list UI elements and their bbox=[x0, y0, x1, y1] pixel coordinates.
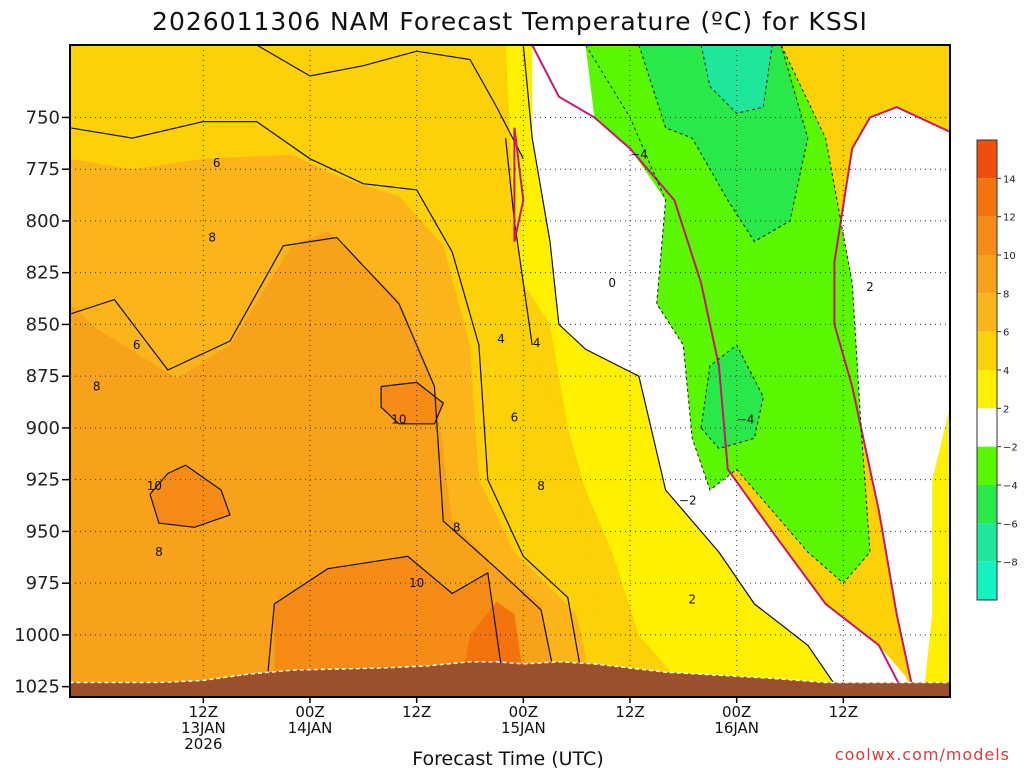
colorbar-tick-label-9: −4 bbox=[1003, 481, 1018, 492]
contour-label-7: 8 bbox=[155, 545, 163, 559]
isotherm-line-1 bbox=[70, 120, 587, 697]
temperature-band-15 bbox=[701, 345, 764, 449]
contour-label-12: 6 bbox=[511, 411, 519, 425]
isotherm-line-15 bbox=[700, 45, 773, 114]
colorbar-tick-label-10: −6 bbox=[1003, 519, 1018, 530]
terrain-ground bbox=[70, 661, 950, 697]
colorbar-tick-label-1: 14 bbox=[1003, 174, 1016, 185]
contour-label-3: 6 bbox=[133, 338, 141, 352]
y-tick-label-925: 925 bbox=[26, 470, 60, 491]
contour-label-8: 8 bbox=[453, 520, 461, 534]
x-tick-label-7-1: 12Z bbox=[829, 703, 858, 721]
chart-title: 2026011306 NAM Forecast Temperature (ºC)… bbox=[152, 7, 868, 36]
contour-label-15: −4 bbox=[630, 148, 648, 162]
y-tick-label-975: 975 bbox=[26, 573, 60, 594]
isotherm-line-14 bbox=[700, 344, 764, 450]
y-tick-label-1025: 1025 bbox=[14, 677, 60, 698]
isotherm-line-6 bbox=[522, 45, 844, 697]
colorbar-bin-6 bbox=[977, 331, 997, 370]
contour-label-19: 2 bbox=[866, 280, 874, 294]
contour-label-16: −4 bbox=[737, 413, 755, 427]
isotherm-line-5 bbox=[380, 381, 445, 425]
x-tick-label-2-2: 14JAN bbox=[288, 719, 333, 737]
y-tick-label-800: 800 bbox=[26, 211, 60, 232]
contour-label-18: 2 bbox=[688, 593, 696, 607]
x-tick-label-1-3: 2026 bbox=[184, 735, 222, 753]
colorbar-bin-2 bbox=[977, 178, 997, 217]
colorbar-bin-10 bbox=[977, 485, 997, 524]
y-tick-label-850: 850 bbox=[26, 314, 60, 335]
contour-label-4: 8 bbox=[93, 380, 101, 394]
colorbar: 14 12 10 8 6 4 2 −2 −4 −6 −8 bbox=[976, 139, 1018, 601]
isotherm-line-7 bbox=[505, 138, 533, 346]
isotherm-line-2 bbox=[70, 236, 560, 697]
colorbar-tick-label-4: 8 bbox=[1003, 289, 1009, 300]
x-tick-label-2-1: 00Z bbox=[295, 703, 324, 721]
y-tick-label-825: 825 bbox=[26, 263, 60, 284]
x-tick-label-1-1: 12Z bbox=[189, 703, 218, 721]
x-tick-label-6-2: 16JAN bbox=[714, 719, 759, 737]
contour-label-13: 8 bbox=[537, 479, 545, 493]
y-tick-label-750: 750 bbox=[26, 107, 60, 128]
credit-text: coolwx.com/models bbox=[835, 745, 1010, 764]
colorbar-bin-3 bbox=[977, 216, 997, 255]
contour-label-1: 6 bbox=[213, 156, 221, 170]
x-axis-label: Forecast Time (UTC) bbox=[412, 748, 603, 768]
colorbar-tick-label-3: 10 bbox=[1003, 251, 1016, 262]
colorbar-bin-12 bbox=[977, 561, 997, 600]
temperature-band-16 bbox=[701, 45, 773, 114]
temperature-band-12 bbox=[834, 107, 950, 697]
x-tick-label-4-2: 15JAN bbox=[501, 719, 546, 737]
colorbar-tick-label-2: 12 bbox=[1003, 213, 1016, 224]
isotherm-line-3 bbox=[265, 555, 507, 697]
temperature-bands bbox=[70, 45, 950, 697]
colorbar-bin-8 bbox=[977, 408, 997, 447]
temperature-band-9 bbox=[923, 407, 950, 697]
contour-label-11: 4 bbox=[533, 336, 541, 350]
colorbar-tick-label-5: 6 bbox=[1003, 328, 1009, 339]
x-tick-label-1-2: 13JAN bbox=[181, 719, 226, 737]
colorbar-bin-5 bbox=[977, 293, 997, 332]
colorbar-bin-9 bbox=[977, 446, 997, 485]
colorbar-bin-7 bbox=[977, 370, 997, 409]
colorbar-bin-1 bbox=[977, 140, 997, 179]
isotherm-line-13 bbox=[638, 45, 809, 243]
x-tick-label-4-1: 00Z bbox=[509, 703, 538, 721]
plot-frame bbox=[69, 44, 951, 698]
contour-labels: 6 8 6 8 10 10 8 8 10 4 4 6 8 0 −4 −4 −2 2 2 bbox=[93, 148, 874, 607]
contour-label-9: 10 bbox=[409, 576, 424, 590]
contour-label-2: 8 bbox=[208, 230, 216, 244]
colorbar-bin-11 bbox=[977, 523, 997, 562]
colorbar-tick-label-11: −8 bbox=[1003, 558, 1018, 569]
temperature-band-6 bbox=[381, 382, 444, 424]
x-tick-label-6-1: 00Z bbox=[722, 703, 751, 721]
contour-label-17: −2 bbox=[679, 493, 697, 507]
y-tick-label-1000: 1000 bbox=[14, 625, 60, 646]
temperature-band-11 bbox=[532, 45, 915, 697]
temperature-band-8 bbox=[505, 45, 844, 697]
isotherm-line-11 bbox=[513, 127, 525, 242]
temperature-band-5 bbox=[150, 465, 230, 528]
contour-label-6: 10 bbox=[147, 479, 162, 493]
colorbar-bin-4 bbox=[977, 255, 997, 294]
contour-label-5: 10 bbox=[391, 413, 406, 427]
y-axis: 750 775 800 825 850 875 900 925 950 975 1000 1025 bbox=[14, 107, 70, 698]
y-tick-label-900: 900 bbox=[26, 418, 60, 439]
temperature-band-4 bbox=[274, 556, 506, 697]
colorbar-tick-label-8: −2 bbox=[1003, 443, 1018, 454]
colorbar-tick-label-7: 2 bbox=[1003, 404, 1009, 415]
x-tick-label-5-1: 12Z bbox=[615, 703, 644, 721]
x-tick-label-3-1: 12Z bbox=[402, 703, 431, 721]
y-tick-label-950: 950 bbox=[26, 521, 60, 542]
isotherm-line-4 bbox=[149, 464, 231, 528]
y-tick-label-775: 775 bbox=[26, 159, 60, 180]
isotherm-line-10 bbox=[833, 106, 950, 697]
terrain bbox=[70, 661, 950, 697]
contour-label-10: 4 bbox=[497, 332, 505, 346]
colorbar-tick-label-6: 4 bbox=[1003, 366, 1009, 377]
contour-label-14: 0 bbox=[608, 276, 616, 290]
y-tick-label-875: 875 bbox=[26, 366, 60, 387]
